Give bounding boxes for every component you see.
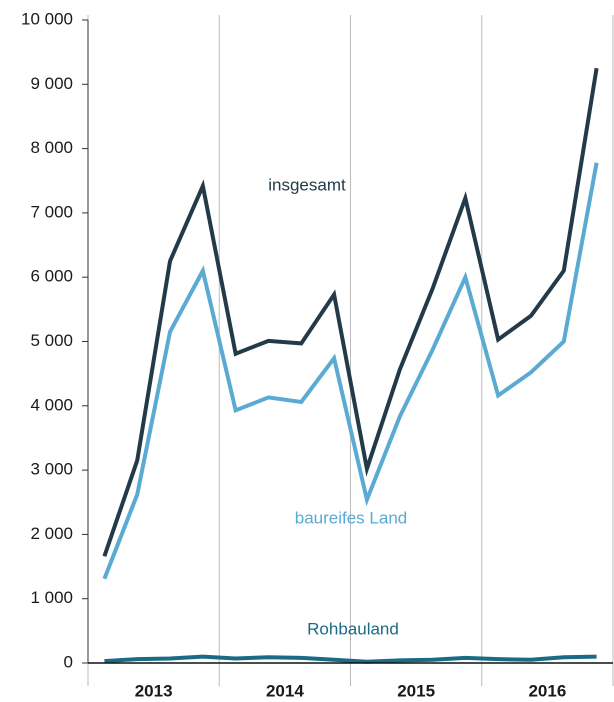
series-label: insgesamt xyxy=(268,175,346,194)
x-group-label: 2013 xyxy=(135,681,173,700)
y-tick-label: 0 xyxy=(64,652,73,671)
x-group-label: 2014 xyxy=(266,681,304,700)
y-tick-label: 2 000 xyxy=(30,524,73,543)
line-series xyxy=(102,67,599,557)
y-tick-label: 4 000 xyxy=(30,395,73,414)
y-tick-label: 9 000 xyxy=(30,74,73,93)
series-label: baureifes Land xyxy=(295,508,407,527)
x-group-label: 2016 xyxy=(528,681,566,700)
y-tick-label: 6 000 xyxy=(30,267,73,286)
line-series xyxy=(104,654,597,664)
y-tick-label: 3 000 xyxy=(30,460,73,479)
y-tick-label: 5 000 xyxy=(30,331,73,350)
y-tick-label: 8 000 xyxy=(30,138,73,157)
line-series xyxy=(102,162,599,580)
y-tick-label: 10 000 xyxy=(21,9,73,28)
y-tick-label: 1 000 xyxy=(30,588,73,607)
x-group-label: 2015 xyxy=(397,681,435,700)
series-label: Rohbauland xyxy=(307,619,399,638)
y-tick-label: 7 000 xyxy=(30,202,73,221)
